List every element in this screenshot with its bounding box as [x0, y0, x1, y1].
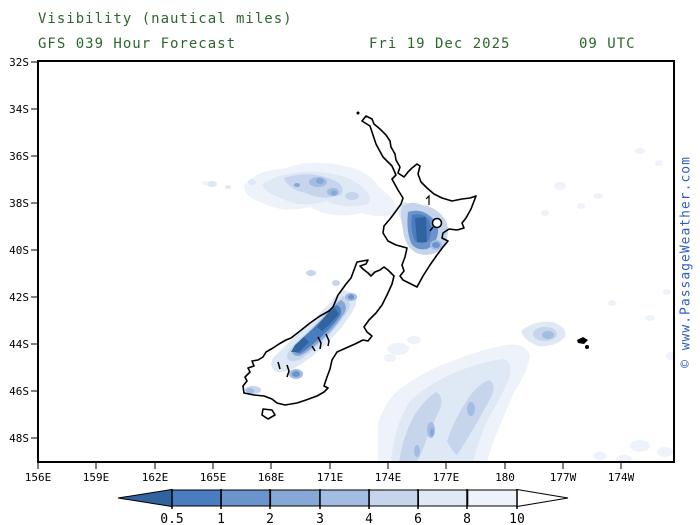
colorbar-segment [368, 489, 420, 507]
colorbar-label: 6 [414, 512, 422, 525]
lat-label: 32S [9, 56, 29, 69]
lon-label: 174W [608, 471, 635, 484]
watermark-copyright: © www.PassageWeather.com [678, 156, 694, 368]
lat-label: 48S [9, 432, 29, 445]
colorbar: 0.5 1 2 3 4 6 8 10 [117, 488, 569, 525]
lon-label: 159E [83, 471, 110, 484]
colorbar-segment [220, 489, 272, 507]
lon-label: 156E [25, 471, 52, 484]
colorbar-segment [270, 489, 321, 507]
forecast-model-label: GFS 039 Hour Forecast [38, 36, 237, 52]
page-title: Visibility (nautical miles) [38, 11, 293, 27]
colorbar-segment [418, 489, 469, 507]
lat-label: 44S [9, 338, 29, 351]
lon-label: 174E [375, 471, 402, 484]
colorbar-left-arrow [117, 488, 173, 508]
lon-label: 180 [495, 471, 515, 484]
lat-label: 40S [9, 244, 29, 257]
colorbar-segment [171, 489, 222, 507]
colorbar-label: 10 [509, 512, 525, 525]
lat-label: 34S [9, 103, 29, 116]
lon-label: 162E [142, 471, 169, 484]
lat-axis: 32S 34S 36S 38S 40S 42S 44S 46S 48S [9, 56, 38, 445]
forecast-time: 09 UTC [579, 36, 636, 52]
colorbar-label: 8 [463, 512, 471, 525]
lon-label: 168E [258, 471, 285, 484]
chatham-islands [577, 337, 588, 344]
lon-label: 177W [550, 471, 577, 484]
lat-label: 42S [9, 291, 29, 304]
lon-label: 171E [317, 471, 344, 484]
colorbar-segment [467, 489, 518, 507]
lake-taupo [431, 217, 443, 229]
colorbar-segment [319, 489, 370, 507]
colorbar-label: 2 [266, 512, 274, 525]
colorbar-label: 1 [217, 512, 225, 525]
map-frame [37, 60, 675, 463]
ocean-visibility-shading [202, 148, 676, 463]
lon-label: 165E [200, 471, 227, 484]
lon-axis: 156E 159E 162E 165E 168E 171E 174E 177E … [25, 462, 635, 484]
lat-label: 36S [9, 150, 29, 163]
lakes-and-islets [277, 111, 589, 378]
inland-visibility-shading [245, 202, 448, 394]
lat-label: 38S [9, 197, 29, 210]
colorbar-label: 3 [316, 512, 324, 525]
forecast-date: Fri 19 Dec 2025 [369, 36, 511, 52]
colorbar-label: 4 [365, 512, 373, 525]
lat-label: 46S [9, 385, 29, 398]
coastline-outline [242, 115, 477, 420]
colorbar-label: 0.5 [160, 512, 183, 525]
lon-label: 177E [433, 471, 460, 484]
colorbar-right-arrow [516, 488, 569, 508]
